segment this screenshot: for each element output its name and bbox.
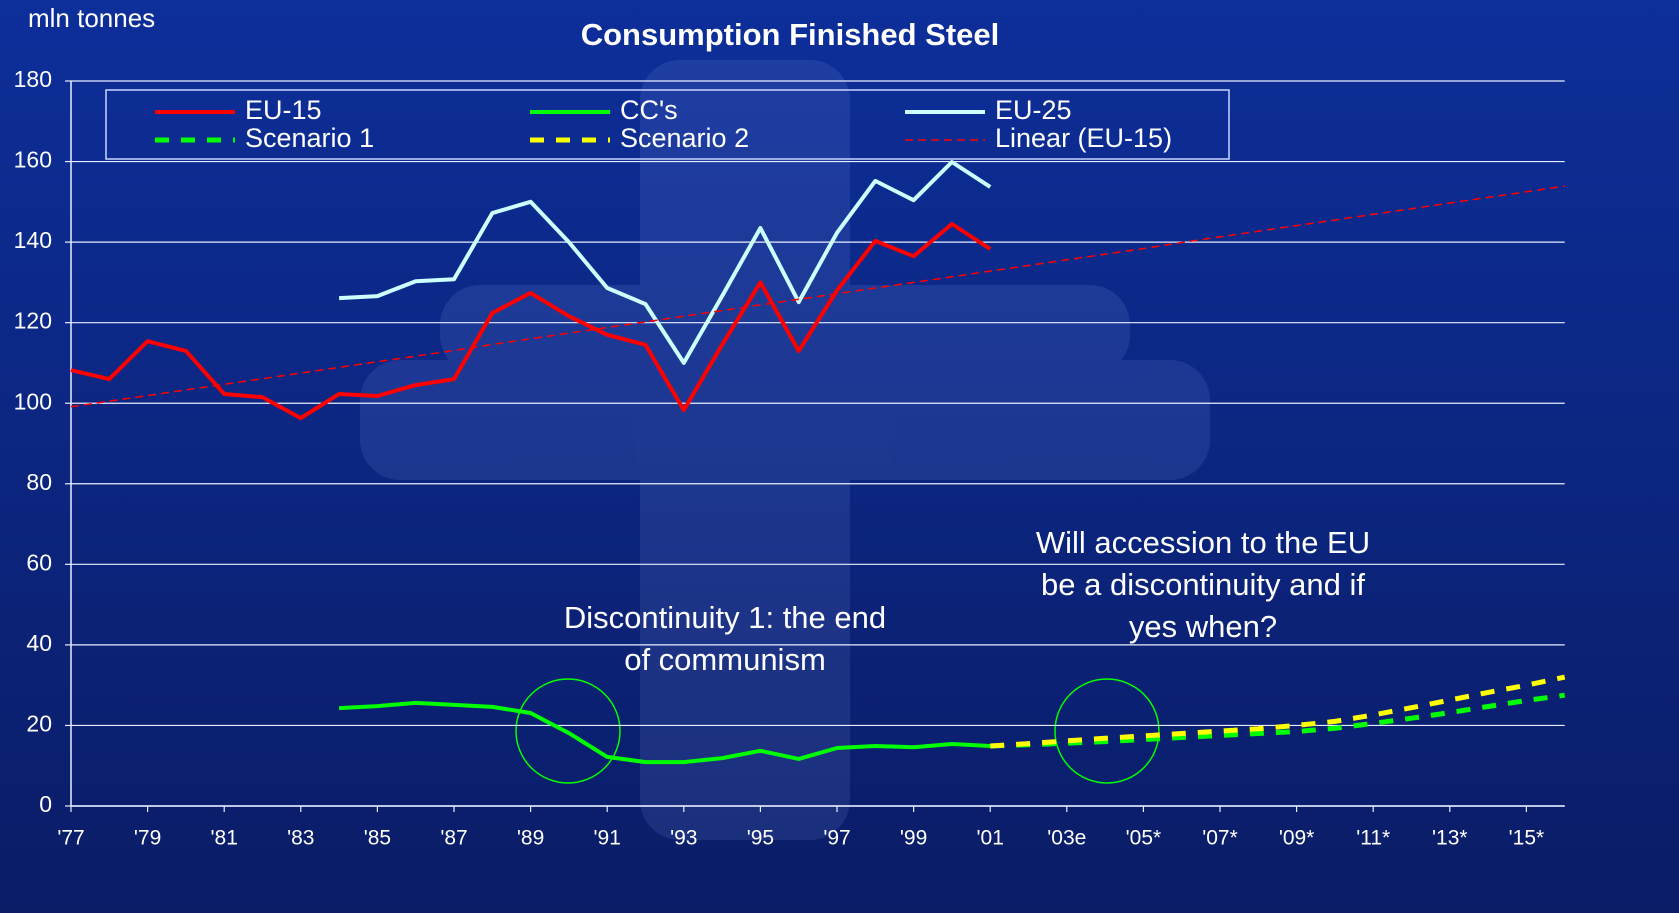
legend-label: Scenario 1 [245,123,374,153]
series-line [70,185,1565,408]
y-tick-label: 20 [26,711,52,737]
y-tick-label: 60 [26,549,52,575]
series-line [990,692,1566,749]
x-tick-label: '85 [364,827,391,850]
x-tick-label: '13* [1432,827,1468,850]
series-line [338,700,991,765]
legend-label: EU-15 [245,95,322,125]
annotation: be a discontinuity and if [1041,567,1365,602]
x-tick-label: '07* [1202,827,1238,850]
highlight-circle [1054,678,1160,784]
y-tick-label: 100 [14,388,52,414]
legend-label: CC's [620,95,678,125]
series-line [70,222,992,421]
highlight-circle [515,678,621,784]
legend-label: EU-25 [995,95,1072,125]
x-tick-label: '11* [1356,827,1390,850]
x-tick-label: '97 [823,827,850,850]
x-tick-label: '81 [211,827,238,850]
annotation: Discontinuity 1: the end [564,600,886,635]
x-tick-label: '05* [1126,827,1162,850]
y-tick-label: 120 [14,308,52,334]
y-tick-label: 140 [14,227,52,253]
chart-title: Consumption Finished Steel [581,17,1000,52]
x-tick-label: '93 [670,827,697,850]
annotation: yes when? [1129,609,1277,644]
annotation: of communism [624,642,826,677]
y-tick-label: 160 [14,147,52,173]
y-tick-label: 40 [26,630,52,656]
x-tick-label: '99 [900,827,927,850]
x-tick-label: '89 [517,827,544,850]
legend-label: Scenario 2 [620,123,749,153]
x-tick-label: '77 [57,827,84,850]
y-tick-label: 180 [14,66,52,92]
x-tick-label: '91 [594,827,621,850]
legend-box [105,89,1230,160]
annotation: Will accession to the EU [1036,525,1370,560]
y-tick-label: 80 [26,469,52,495]
y-tick-label: 0 [39,791,52,817]
x-tick-label: '01 [977,827,1004,850]
x-tick-label: '79 [134,827,161,850]
y-axis-label: mln tonnes [28,3,155,33]
series-line [338,160,992,365]
series-line [990,674,1566,749]
x-tick-label: '15* [1509,827,1545,850]
x-tick-label: '83 [287,827,314,850]
legend-label: Linear (EU-15) [995,123,1172,153]
x-tick-label: '03e [1047,827,1086,850]
x-tick-label: '87 [440,827,467,850]
x-tick-label: '09* [1279,827,1315,850]
x-tick-label: '95 [747,827,774,850]
